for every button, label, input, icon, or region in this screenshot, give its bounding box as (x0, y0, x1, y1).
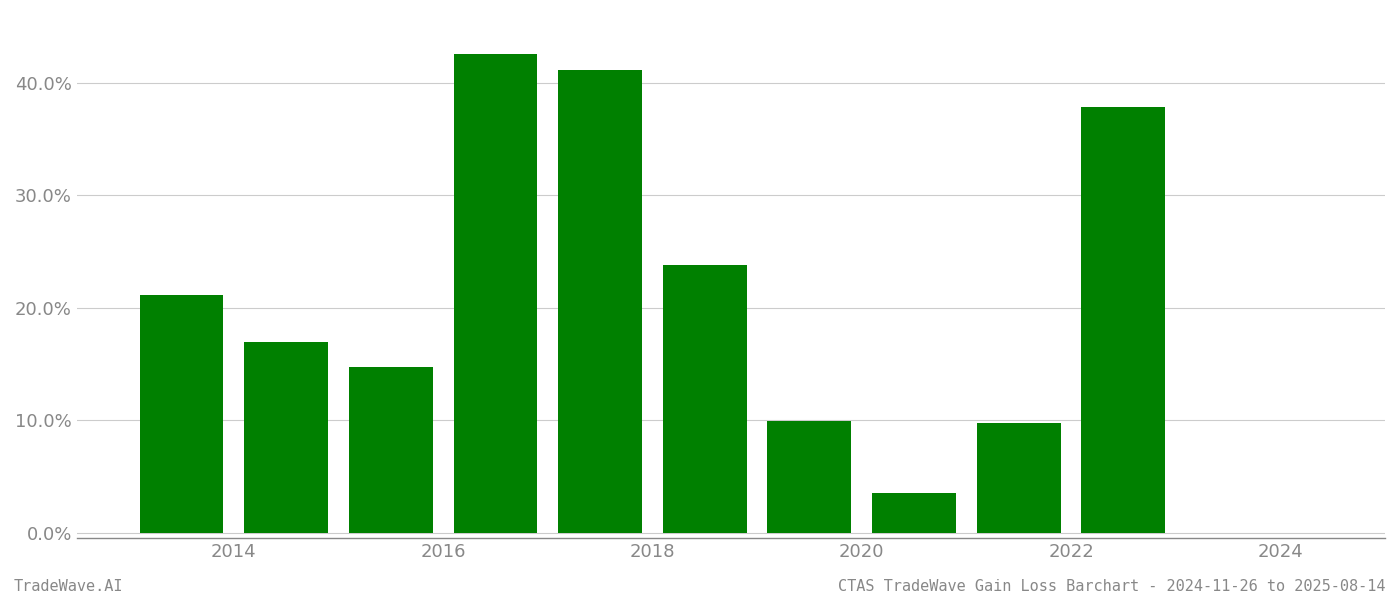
Bar (1081, 107, 1165, 533)
Text: TradeWave.AI: TradeWave.AI (14, 579, 123, 594)
Bar (977, 424, 1061, 533)
Bar (349, 367, 433, 533)
Bar (872, 493, 956, 533)
Bar (767, 421, 851, 533)
Text: CTAS TradeWave Gain Loss Barchart - 2024-11-26 to 2025-08-14: CTAS TradeWave Gain Loss Barchart - 2024… (839, 579, 1386, 594)
Bar (244, 343, 328, 533)
Bar (454, 55, 538, 533)
Bar (559, 70, 643, 533)
Bar (662, 265, 746, 533)
Bar (140, 295, 223, 533)
